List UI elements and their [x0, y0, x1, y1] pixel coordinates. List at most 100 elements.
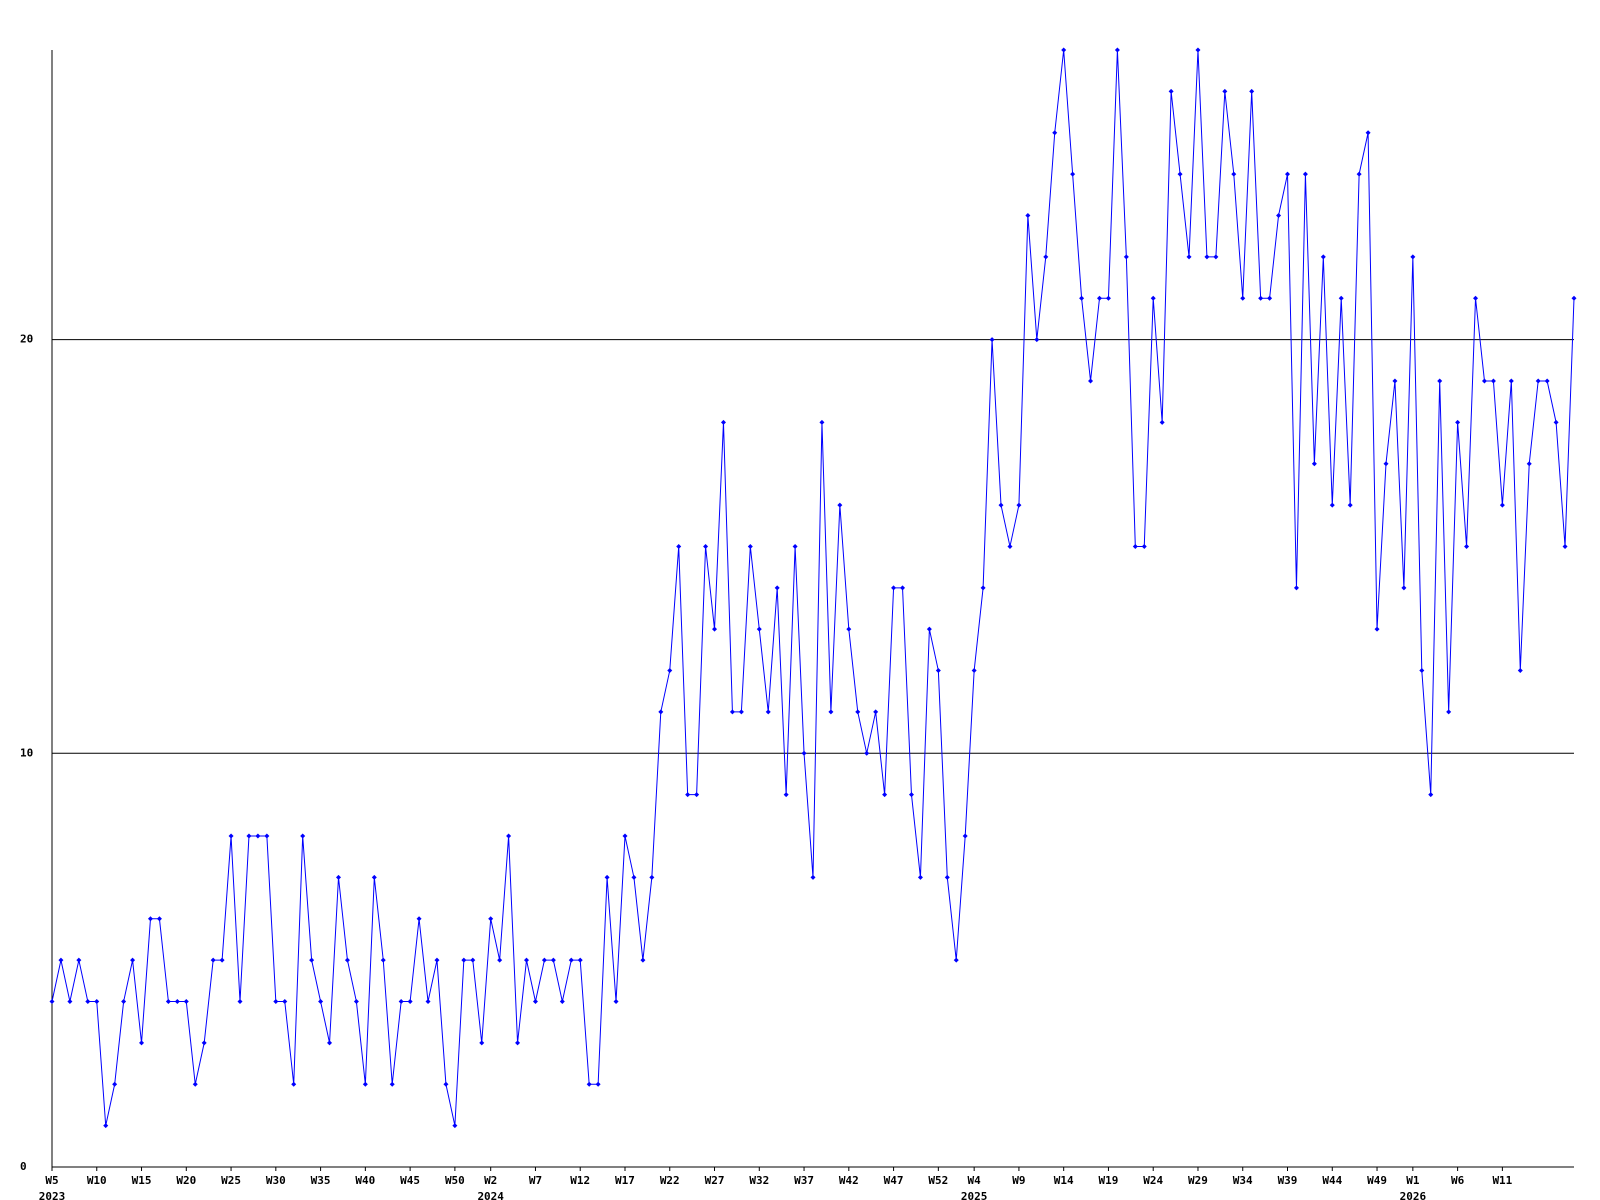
y-tick-label: 0: [20, 1160, 27, 1173]
data-point: [1562, 543, 1568, 549]
data-point: [362, 1081, 368, 1087]
data-point: [729, 709, 735, 715]
x-tick-label: W25: [221, 1174, 241, 1187]
data-point: [1347, 502, 1353, 508]
data-point: [819, 419, 825, 425]
data-point: [1276, 212, 1282, 218]
data-point: [1159, 419, 1165, 425]
y-tick-label: 20: [20, 333, 33, 346]
data-point: [76, 957, 82, 963]
x-year-label: 2026: [1400, 1190, 1427, 1200]
x-year-label: 2025: [961, 1190, 988, 1200]
data-point: [479, 1040, 485, 1046]
x-tick-label: W4: [968, 1174, 982, 1187]
data-point: [443, 1081, 449, 1087]
data-point: [1043, 254, 1049, 260]
x-tick-label: W35: [311, 1174, 331, 1187]
data-point: [953, 957, 959, 963]
data-point: [1061, 47, 1067, 53]
x-tick-label: W14: [1054, 1174, 1074, 1187]
data-point: [1132, 543, 1138, 549]
data-point: [228, 833, 234, 839]
data-point: [756, 626, 762, 632]
data-point: [658, 709, 664, 715]
y-tick-label: 10: [20, 746, 33, 759]
data-line: [51, 49, 1575, 1126]
data-point: [318, 999, 324, 1005]
data-point: [1123, 254, 1129, 260]
x-tick-label: W49: [1367, 1174, 1387, 1187]
data-point: [864, 750, 870, 756]
data-point: [139, 1040, 145, 1046]
data-point: [1526, 461, 1532, 467]
data-point: [1517, 668, 1523, 674]
data-point: [720, 419, 726, 425]
data-point: [837, 502, 843, 508]
data-point: [201, 1040, 207, 1046]
data-point: [416, 916, 422, 922]
data-point: [774, 585, 780, 591]
data-point: [613, 999, 619, 1005]
data-point: [327, 1040, 333, 1046]
data-point: [1213, 254, 1219, 260]
x-tick-label: W29: [1188, 1174, 1208, 1187]
data-point: [1168, 88, 1174, 94]
data-point: [1571, 295, 1577, 301]
data-point: [1016, 502, 1022, 508]
data-point: [649, 874, 655, 880]
data-point: [398, 999, 404, 1005]
data-point: [1410, 254, 1416, 260]
x-tick-label: W1: [1406, 1174, 1420, 1187]
data-point: [1025, 212, 1031, 218]
data-point: [882, 792, 888, 798]
data-point: [703, 543, 709, 549]
data-point: [1222, 88, 1228, 94]
data-point: [891, 585, 897, 591]
x-tick-label: W9: [1012, 1174, 1025, 1187]
data-point: [685, 792, 691, 798]
data-point: [1088, 378, 1094, 384]
data-point: [1481, 378, 1487, 384]
data-point: [801, 750, 807, 756]
data-point: [112, 1081, 118, 1087]
data-point: [165, 999, 171, 1005]
data-point: [58, 957, 64, 963]
data-point: [85, 999, 91, 1005]
data-point: [174, 999, 180, 1005]
data-point: [1356, 171, 1362, 177]
x-tick-label: W45: [400, 1174, 420, 1187]
data-point: [1401, 585, 1407, 591]
x-tick-label: W37: [794, 1174, 814, 1187]
data-point: [1374, 626, 1380, 632]
data-point: [989, 337, 995, 343]
data-point: [1258, 295, 1264, 301]
data-point: [694, 792, 700, 798]
data-point: [917, 874, 923, 880]
data-point: [577, 957, 583, 963]
x-tick-label: W44: [1322, 1174, 1342, 1187]
x-tick-label: W11: [1492, 1174, 1512, 1187]
data-point: [1186, 254, 1192, 260]
data-point: [353, 999, 359, 1005]
data-point: [1392, 378, 1398, 384]
x-tick-label: W24: [1143, 1174, 1163, 1187]
data-point: [1150, 295, 1156, 301]
data-point: [855, 709, 861, 715]
data-point: [344, 957, 350, 963]
data-point: [595, 1081, 601, 1087]
data-point: [926, 626, 932, 632]
data-point: [309, 957, 315, 963]
data-point: [371, 874, 377, 880]
data-point: [434, 957, 440, 963]
data-point: [94, 999, 100, 1005]
x-tick-label: W5: [45, 1174, 58, 1187]
data-point: [1329, 502, 1335, 508]
data-point: [1490, 378, 1496, 384]
data-point: [980, 585, 986, 591]
data-point: [846, 626, 852, 632]
data-point: [49, 999, 55, 1005]
data-point: [550, 957, 556, 963]
data-point: [1231, 171, 1237, 177]
data-point: [828, 709, 834, 715]
